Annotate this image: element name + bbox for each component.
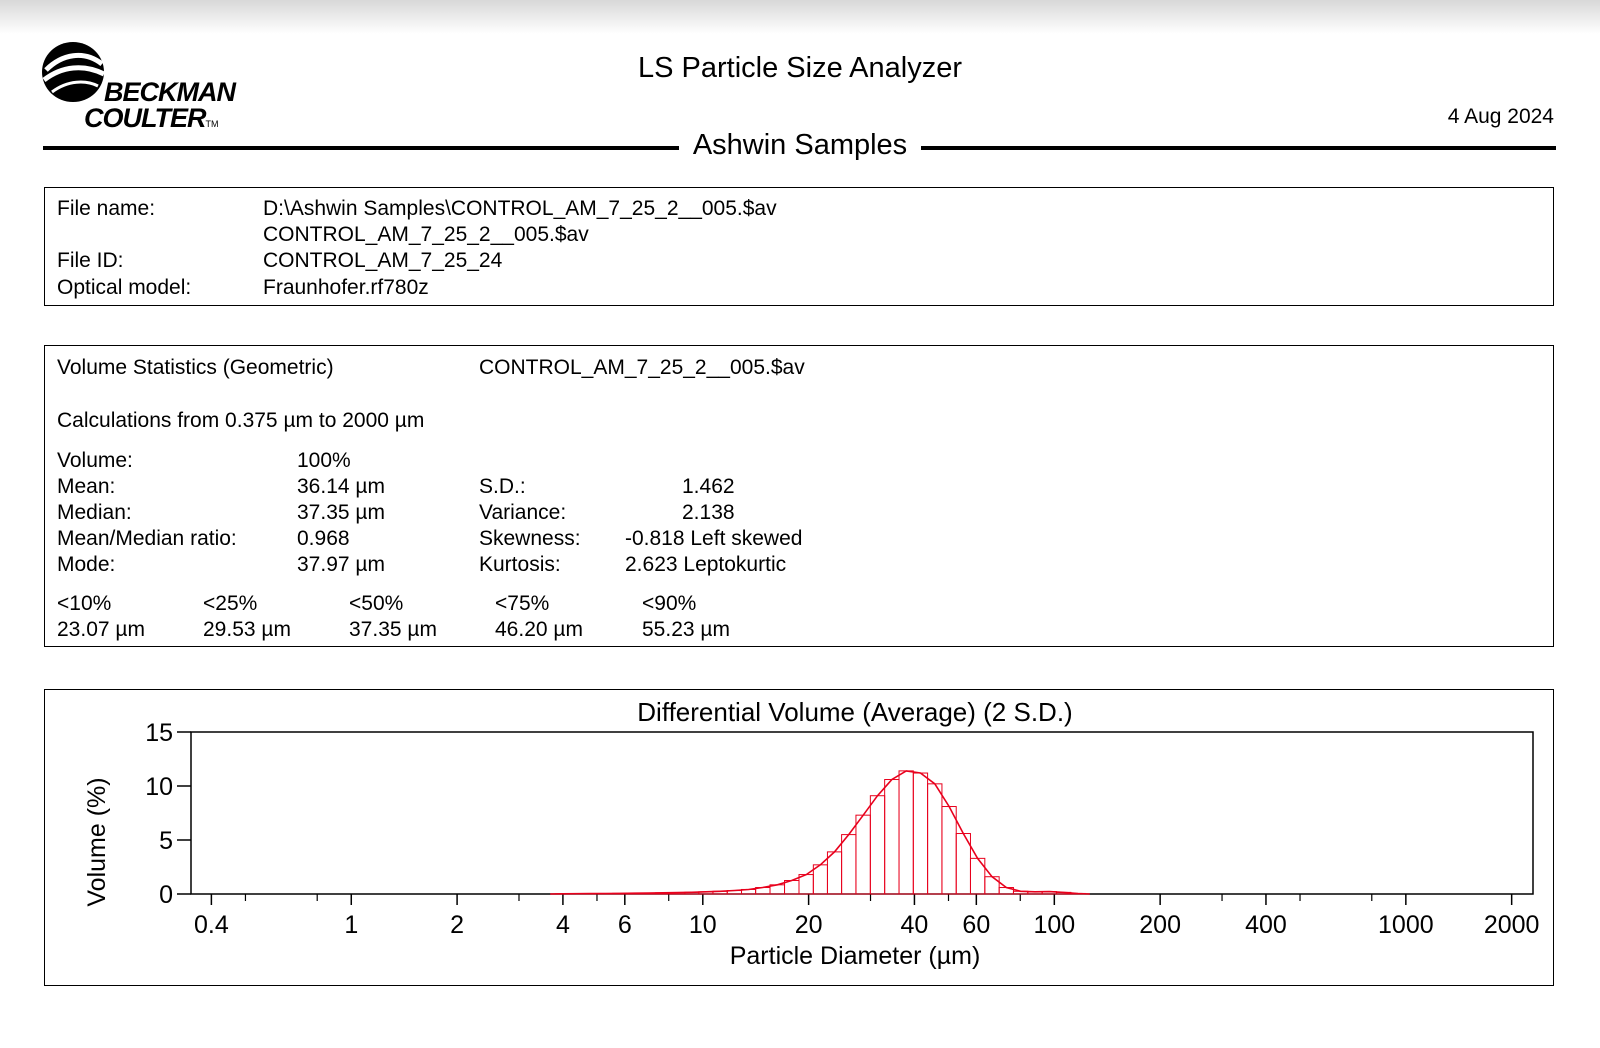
beckman-coulter-logo-icon	[42, 42, 106, 102]
stat-value-2: 2.138	[682, 501, 735, 524]
percentile-label: <75%	[495, 592, 550, 615]
stat-label-2: Variance:	[479, 501, 567, 524]
histogram-bar	[912, 772, 929, 895]
stat-label: Mean:	[57, 475, 116, 498]
stat-value-2: 1.462	[682, 475, 735, 498]
x-tick-label: 2000	[1484, 911, 1540, 939]
stat-value: 37.97 µm	[297, 553, 385, 576]
brand-tm: TM	[205, 119, 219, 129]
stat-label: Mean/Median ratio:	[57, 527, 237, 550]
histogram-bar	[884, 779, 900, 895]
title-rule-left	[43, 146, 679, 150]
percentile-value: 29.53 µm	[203, 618, 291, 641]
bars-layer	[555, 770, 1086, 895]
x-tick-label: 400	[1245, 911, 1287, 939]
brand-line2: COULTERTM	[84, 103, 219, 134]
stat-label: Volume:	[57, 449, 133, 472]
histogram-bar	[855, 814, 871, 895]
histogram-bar	[941, 806, 957, 895]
percentile-label: <10%	[57, 592, 112, 615]
stats-heading: Volume Statistics (Geometric)	[57, 356, 334, 379]
x-tick-label: 0.4	[194, 911, 229, 939]
brand-logo: BECKMAN COULTERTM	[40, 40, 260, 135]
x-tick-label: 10	[689, 911, 717, 939]
stat-value-2: 2.623 Leptokurtic	[625, 553, 787, 576]
percentile-value: 46.20 µm	[495, 618, 583, 641]
volume-statistics-panel: Volume Statistics (Geometric) CONTROL_AM…	[44, 345, 1554, 647]
stat-label-2: Skewness:	[479, 527, 581, 550]
app-title: LS Particle Size Analyzer	[638, 52, 962, 84]
brand-line2-text: COULTER	[84, 103, 206, 133]
histogram-bar	[826, 851, 843, 895]
axes-layer: 0 5 10 15 0.4 1 2 4 6 10 20 40 60 100 200 400 1000 2000	[145, 719, 1539, 939]
stat-value: 100%	[297, 449, 351, 472]
optical-model-label: Optical model:	[57, 276, 192, 299]
histogram-bar	[927, 783, 943, 895]
histogram-bar	[869, 795, 886, 895]
histogram-bar	[984, 876, 1000, 895]
stat-label: Mode:	[57, 553, 116, 576]
calc-range: Calculations from 0.375 µm to 2000 µm	[57, 409, 425, 432]
percentile-label: <25%	[203, 592, 258, 615]
x-tick-label: 4	[556, 911, 570, 939]
x-tick-label: 1000	[1378, 911, 1434, 939]
x-tick-label: 40	[901, 911, 929, 939]
histogram-bar	[812, 864, 828, 895]
x-tick-label: 60	[962, 911, 990, 939]
x-tick-label: 20	[795, 911, 823, 939]
chart-panel: Differential Volume (Average) (2 S.D.) V…	[44, 689, 1554, 986]
stat-value-2: -0.818 Left skewed	[625, 527, 803, 550]
file-name-file: CONTROL_AM_7_25_2__005.$av	[263, 223, 589, 246]
file-name-path: D:\Ashwin Samples\CONTROL_AM_7_25_2__005…	[263, 197, 777, 220]
chart-title: Differential Volume (Average) (2 S.D.)	[637, 697, 1072, 727]
y-tick-label: 0	[159, 881, 173, 909]
plot-frame	[190, 731, 1534, 895]
x-tick-label: 6	[618, 911, 632, 939]
x-axis-label: Particle Diameter (µm)	[730, 942, 981, 970]
file-name-label: File name:	[57, 197, 156, 220]
top-shade	[0, 0, 1600, 34]
stat-label-2: Kurtosis:	[479, 553, 561, 576]
differential-volume-chart: Differential Volume (Average) (2 S.D.) V…	[83, 697, 1539, 970]
report-date: 4 Aug 2024	[1447, 105, 1554, 128]
file-info-panel: File name: D:\Ashwin Samples\CONTROL_AM_…	[44, 187, 1554, 306]
x-tick-label: 200	[1139, 911, 1181, 939]
percentile-label: <90%	[642, 592, 697, 615]
file-id-label: File ID:	[57, 249, 124, 272]
title-rule-right	[921, 146, 1556, 150]
percentile-label: <50%	[349, 592, 404, 615]
y-tick-label: 10	[145, 773, 173, 801]
percentile-value: 55.23 µm	[642, 618, 730, 641]
stat-label: Median:	[57, 501, 132, 524]
distribution-curve	[550, 770, 1090, 895]
x-tick-label: 2	[450, 911, 464, 939]
x-tick-label: 1	[344, 911, 358, 939]
histogram-bar	[841, 834, 857, 895]
stat-value: 0.968	[297, 527, 350, 550]
brand-line1: BECKMAN	[104, 77, 236, 107]
optical-model-value: Fraunhofer.rf780z	[263, 276, 429, 299]
stat-value: 37.35 µm	[297, 501, 385, 524]
stat-label-2: S.D.:	[479, 475, 526, 498]
stat-value: 36.14 µm	[297, 475, 385, 498]
sample-title: Ashwin Samples	[692, 129, 908, 161]
file-id-value: CONTROL_AM_7_25_24	[263, 249, 503, 272]
y-axis-label: Volume (%)	[83, 777, 111, 906]
y-tick-label: 5	[159, 827, 173, 855]
percentile-value: 37.35 µm	[349, 618, 437, 641]
percentile-value: 23.07 µm	[57, 618, 145, 641]
x-tick-label: 100	[1033, 911, 1075, 939]
y-tick-label: 15	[145, 719, 173, 747]
histogram-bar	[898, 770, 914, 895]
stats-file: CONTROL_AM_7_25_2__005.$av	[479, 356, 805, 379]
